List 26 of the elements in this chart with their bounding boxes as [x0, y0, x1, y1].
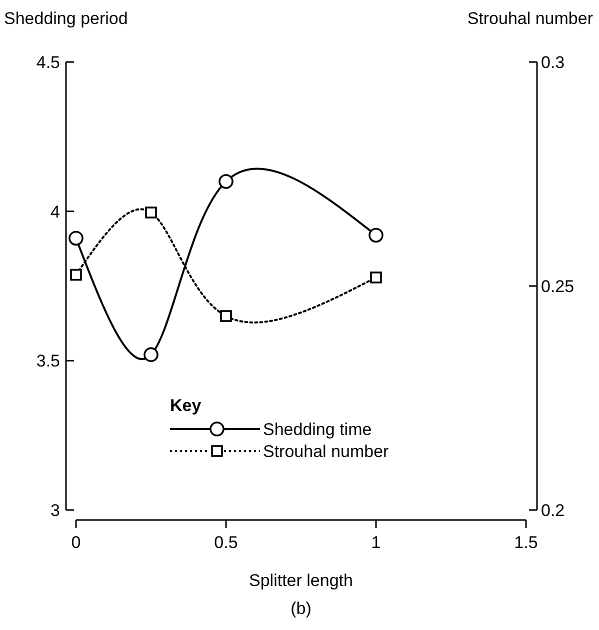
point [70, 268, 82, 281]
legend-label: Strouhal number [263, 442, 390, 461]
x-axis-title: Splitter length [249, 571, 353, 590]
x-tick-label: 1 [371, 533, 381, 552]
point [218, 174, 234, 189]
point [370, 272, 382, 284]
legend-label: Shedding time [263, 420, 372, 439]
legend-title: Key [170, 396, 202, 415]
y-tick-label: 4 [50, 202, 60, 222]
y-tick-label: 3 [50, 500, 60, 520]
y2-axis-title: Strouhal number [467, 9, 594, 28]
point [368, 228, 384, 243]
point [220, 310, 232, 322]
point [68, 230, 84, 246]
y2-tick-label: 0.2 [541, 500, 565, 520]
y2-tick-label: 0.25 [541, 276, 574, 296]
y-tick-label: 4.5 [36, 52, 60, 72]
y2-tick-label: 0.3 [541, 52, 565, 72]
x-tick-label: 1.5 [514, 533, 538, 552]
x-tick-label: 0 [71, 533, 81, 552]
y-axis-title: Shedding period [4, 9, 128, 28]
x-tick-label: 0.5 [214, 533, 238, 552]
point [145, 206, 157, 218]
y-tick-label: 3.5 [36, 352, 60, 371]
text: (b) [290, 599, 312, 618]
point [144, 347, 158, 362]
